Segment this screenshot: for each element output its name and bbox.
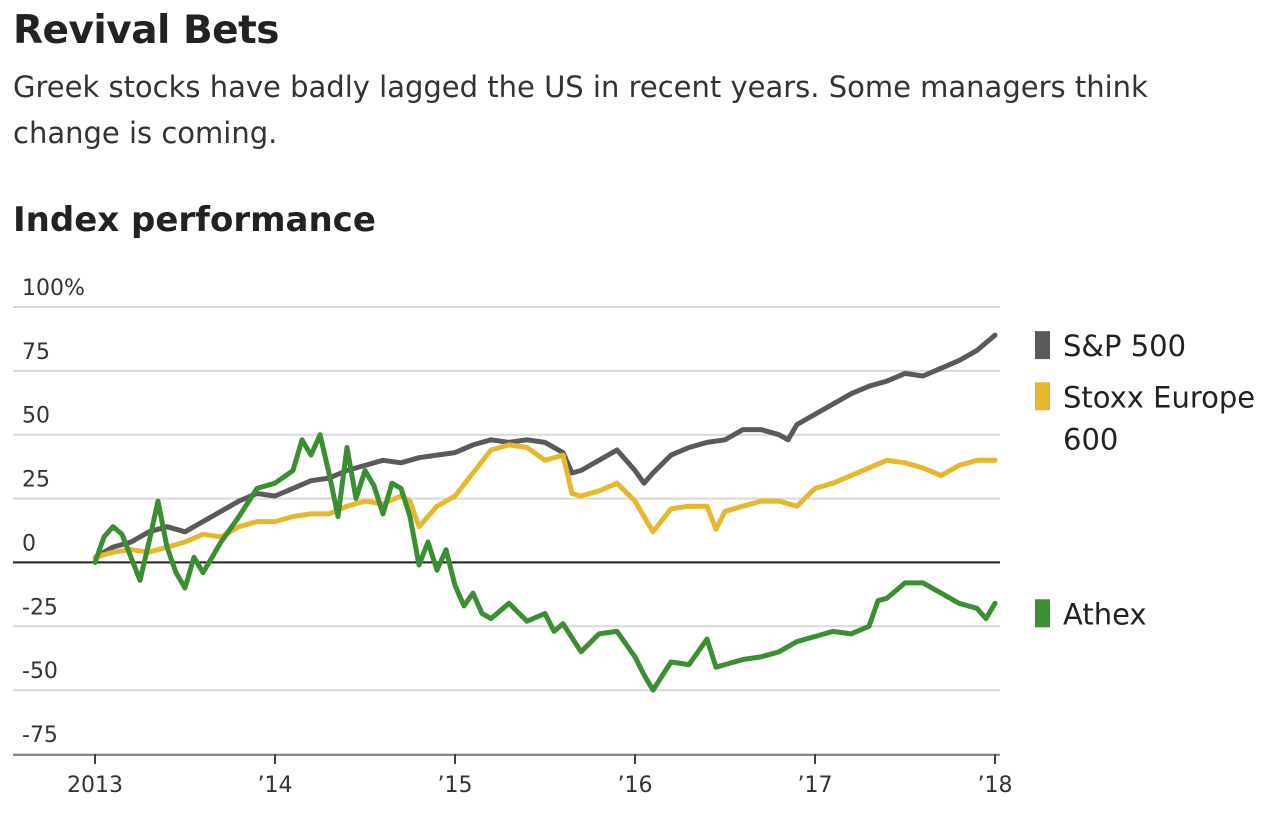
y-tick-label: 50	[22, 404, 50, 429]
x-tick-label: ’18	[978, 773, 1013, 798]
legend-label: 600	[1063, 422, 1118, 456]
x-tick-label: ’16	[618, 773, 653, 798]
legend-item-stoxx-europe-600: Stoxx Europe 600	[1035, 380, 1255, 456]
legend-item-s-p-500: S&P 500	[1035, 329, 1186, 363]
y-tick-label: -50	[22, 659, 58, 684]
legend-label: S&P 500	[1063, 329, 1186, 363]
legend-swatch	[1035, 331, 1050, 360]
y-tick-label: 100%	[22, 276, 85, 301]
legend-label: Stoxx Europe	[1063, 380, 1255, 414]
y-tick-label: 0	[22, 531, 36, 556]
chart-subtitle: Greek stocks have badly lagged the US in…	[13, 70, 1148, 150]
legend: S&P 500 Stoxx Europe 600 Athex	[1035, 329, 1255, 631]
series-line-s-p-500	[92, 332, 998, 560]
series-line-stoxx-europe-600	[92, 442, 998, 560]
x-tick-label: ’17	[798, 773, 833, 798]
x-tick-label: ’14	[258, 773, 293, 798]
y-tick-label: 75	[22, 340, 50, 365]
y-tick-label: -75	[22, 723, 58, 748]
legend-swatch	[1035, 599, 1050, 628]
y-tick-label: -25	[22, 595, 58, 620]
y-tick-label: 25	[22, 468, 50, 493]
series-line-athex	[92, 432, 998, 693]
legend-label: Athex	[1063, 597, 1147, 631]
x-tick-label: ’15	[438, 773, 473, 798]
legend-item-athex: Athex	[1035, 597, 1147, 631]
legend-swatch	[1035, 382, 1050, 411]
section-heading: Index performance	[13, 200, 376, 240]
y-axis-tick-labels: 100% 75 50 25 0 -25 -50 -75	[22, 276, 85, 748]
x-tick-label: 2013	[67, 773, 123, 798]
grid-lines	[13, 306, 1000, 755]
series-lines	[92, 332, 998, 693]
x-axis: 2013 ’14 ’15 ’16 ’17 ’18	[13, 754, 1013, 798]
chart-title: Revival Bets	[13, 8, 280, 53]
